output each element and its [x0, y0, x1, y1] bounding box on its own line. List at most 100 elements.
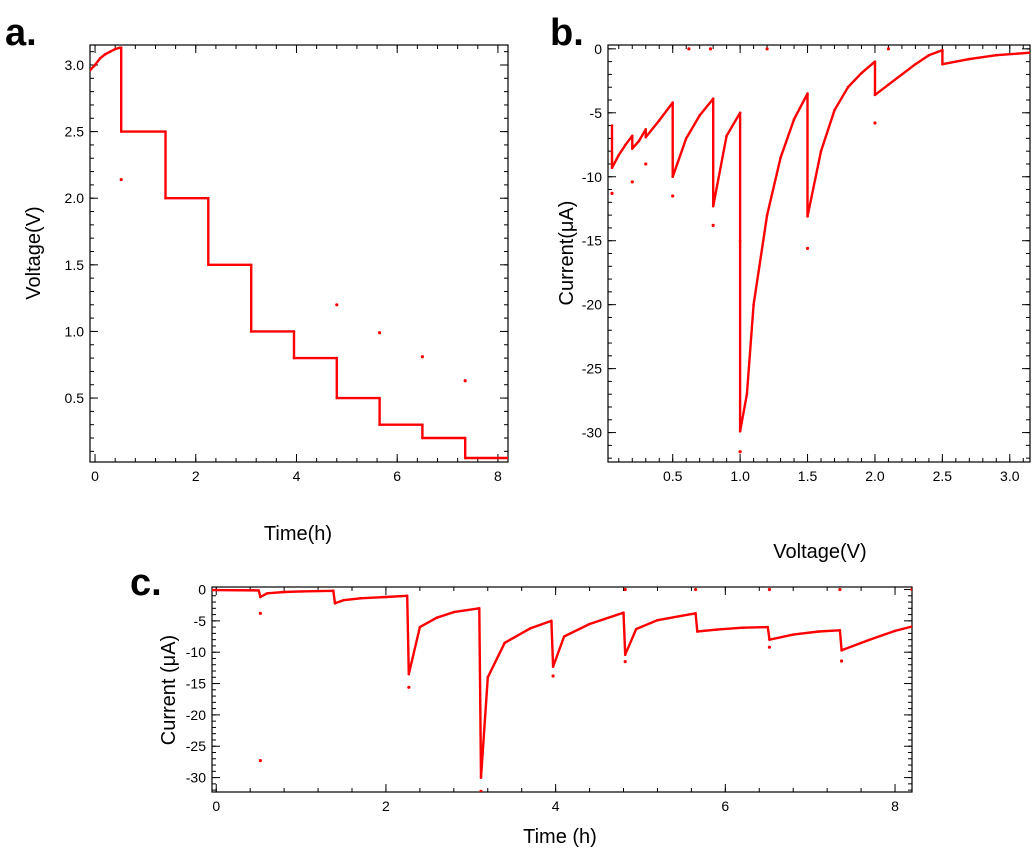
data-point — [745, 392, 749, 396]
data-point — [164, 130, 167, 133]
data-point — [333, 601, 337, 605]
outlier-point — [644, 162, 648, 166]
data-point — [806, 215, 809, 218]
data-point — [588, 622, 591, 626]
outlier-point — [463, 379, 467, 383]
outlier-point — [479, 789, 483, 792]
data-point — [684, 137, 688, 140]
data-point — [846, 85, 850, 89]
data-point — [617, 153, 621, 157]
y-tick-label: 2.0 — [65, 190, 85, 206]
data-point — [738, 239, 742, 243]
x-tick-label: 2.0 — [865, 468, 885, 484]
panel-label: c. — [130, 562, 162, 604]
data-point — [968, 57, 971, 61]
outlier-point — [767, 645, 772, 649]
data-point — [265, 591, 269, 595]
x-tick-label: 6 — [393, 468, 401, 484]
data-point — [212, 588, 214, 592]
data-point — [806, 92, 809, 95]
outlier-point — [886, 47, 891, 51]
data-point — [108, 50, 112, 53]
x-axis-label: Voltage(V) — [773, 541, 866, 563]
x-tick-label: 6 — [721, 798, 729, 814]
x-tick-label: 4 — [552, 798, 560, 814]
data-point — [384, 595, 388, 599]
y-tick-label: -15 — [582, 233, 602, 249]
data-point — [927, 53, 931, 57]
y-tick-label: -15 — [186, 676, 206, 692]
data-point — [292, 330, 296, 333]
y-tick-label: -25 — [186, 738, 206, 754]
x-tick-label: 1.0 — [730, 468, 750, 484]
data-point — [765, 213, 769, 217]
data-point — [477, 607, 481, 610]
data-point — [738, 111, 742, 115]
data-point — [657, 119, 661, 122]
data-point — [562, 635, 566, 638]
data-point — [405, 594, 409, 598]
data-point — [332, 589, 335, 593]
data-point — [752, 303, 755, 306]
data-point — [282, 590, 286, 594]
x-tick-label: 2 — [382, 798, 390, 814]
data-point — [207, 263, 210, 267]
chart-panel-b: b. 0.5 1.0 1.5 2.0 2.5 3.0 0 -5 -10 -15 -20 -25 -30 Vo… — [550, 12, 1031, 563]
data-point — [259, 595, 262, 599]
data-point — [738, 430, 742, 433]
y-tick-label: -10 — [186, 644, 206, 660]
data-point — [299, 590, 303, 593]
outlier-point — [910, 587, 912, 592]
data-point — [335, 396, 339, 400]
data-point — [768, 638, 771, 641]
outlier-point — [687, 47, 691, 51]
data-point — [630, 134, 634, 138]
y-tick-label: 0 — [198, 582, 206, 598]
x-tick-label: 8 — [494, 468, 502, 484]
data-point — [249, 330, 253, 333]
data-point — [452, 610, 456, 614]
data-point — [671, 175, 675, 179]
x-tick-label: 0 — [212, 798, 220, 814]
y-tick-label: -30 — [582, 425, 602, 441]
data-point — [119, 130, 123, 133]
data-point — [644, 135, 648, 139]
data-point — [479, 776, 483, 779]
series-line — [610, 48, 1030, 433]
data-point — [873, 60, 877, 63]
x-tick-label: 2 — [192, 468, 200, 484]
data-point — [766, 625, 770, 629]
plot-frame — [607, 44, 1031, 463]
data-point — [791, 633, 795, 636]
data-point — [207, 196, 210, 200]
plot-area — [610, 47, 1030, 454]
data-point — [994, 53, 998, 57]
data-point — [503, 641, 507, 645]
data-point — [249, 263, 253, 267]
data-point — [623, 653, 627, 657]
data-point — [671, 101, 675, 104]
outlier-point — [873, 121, 877, 125]
data-point — [634, 627, 638, 631]
data-point — [1028, 51, 1030, 54]
data-point — [711, 204, 715, 208]
y-tick-label: 1.0 — [65, 323, 85, 339]
data-point — [378, 396, 381, 400]
data-point — [550, 619, 553, 623]
y-tick-label: -20 — [186, 707, 206, 723]
data-point — [715, 628, 719, 631]
data-point — [342, 598, 345, 602]
y-tick-label: -10 — [582, 169, 602, 185]
data-point — [725, 134, 728, 138]
plot-area — [90, 46, 508, 460]
data-point — [637, 139, 641, 143]
outlier-point — [738, 450, 742, 454]
x-axis-label: Time(h) — [264, 523, 332, 545]
outlier-point — [119, 177, 123, 182]
y-axis-label: Current(μA) — [556, 201, 578, 306]
data-point — [335, 356, 339, 360]
data-point — [418, 625, 422, 629]
outlier-point — [258, 611, 262, 615]
data-point — [868, 638, 871, 641]
